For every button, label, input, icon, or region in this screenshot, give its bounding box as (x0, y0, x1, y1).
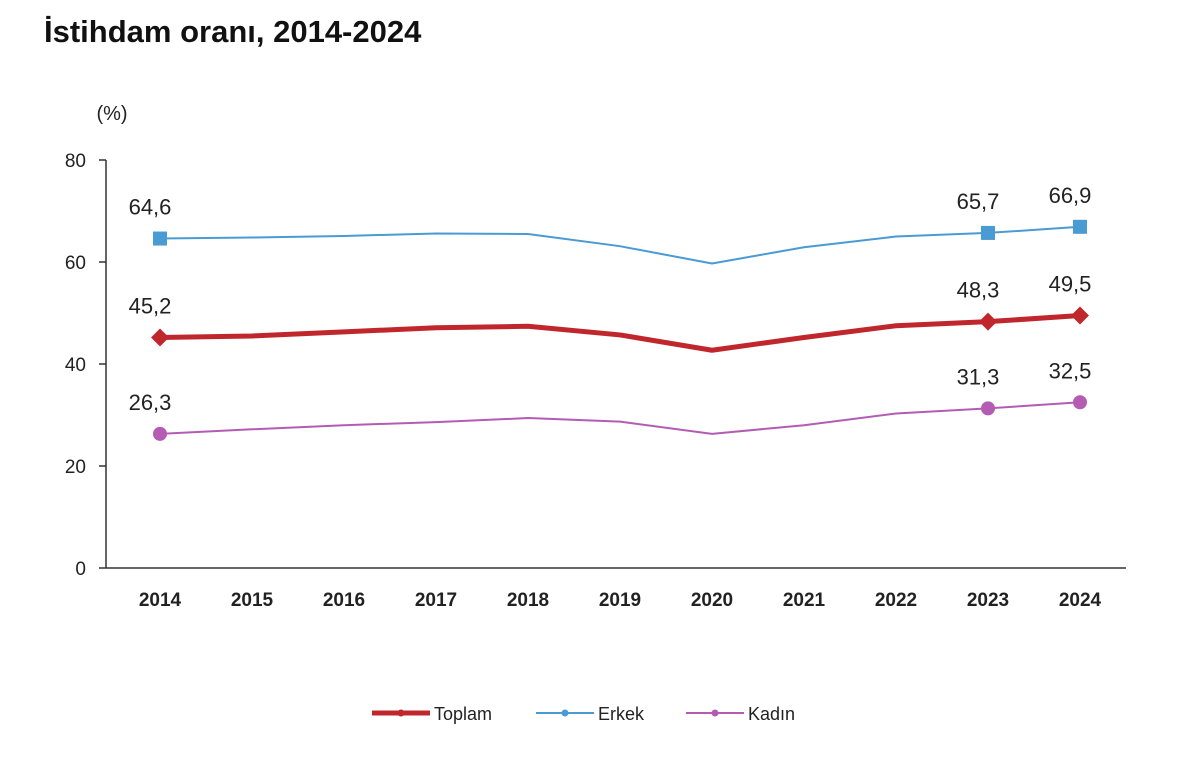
data-label-toplam: 45,2 (129, 293, 172, 318)
y-axis-label: (%) (96, 103, 127, 125)
data-label-erkek: 65,7 (957, 189, 1000, 214)
data-point-erkek (981, 225, 995, 240)
series-line-erkek (159, 225, 1081, 265)
y-tick-label: 60 (65, 253, 86, 274)
legend-marker-erkek (561, 709, 569, 717)
x-tick-label: 2014 (139, 590, 182, 611)
series-line-toplam (159, 313, 1081, 353)
y-tick-label: 20 (65, 457, 86, 478)
y-tick-label: 40 (65, 355, 86, 376)
data-label-erkek: 66,9 (1049, 183, 1092, 208)
x-tick-label: 2015 (231, 590, 274, 611)
data-label-toplam: 48,3 (957, 278, 1000, 303)
data-point-erkek (153, 231, 167, 246)
x-tick-label: 2018 (507, 590, 549, 611)
data-label-toplam: 49,5 (1049, 272, 1092, 297)
x-tick-label: 2017 (415, 590, 457, 611)
data-point-erkek (1073, 219, 1087, 234)
data-point-toplam (979, 312, 997, 331)
series-line-kadin (159, 401, 1081, 435)
x-tick-label: 2019 (599, 590, 641, 611)
legend-marker-kadin (711, 709, 719, 717)
legend-label-erkek: Erkek (598, 704, 645, 724)
data-point-kadin (981, 401, 995, 416)
x-tick-label: 2022 (875, 590, 917, 611)
data-label-kadin: 31,3 (957, 364, 1000, 389)
y-tick-label: 80 (65, 151, 86, 172)
y-tick-label: 0 (75, 559, 86, 580)
data-point-kadin (153, 426, 167, 441)
x-tick-label: 2023 (967, 590, 1009, 611)
data-label-erkek: 64,6 (129, 195, 172, 220)
x-tick-label: 2024 (1059, 590, 1102, 611)
data-point-toplam (151, 328, 169, 347)
legend-label-toplam: Toplam (434, 704, 492, 724)
data-label-kadin: 26,3 (129, 390, 172, 415)
data-point-toplam (1071, 306, 1089, 325)
data-label-kadin: 32,5 (1049, 358, 1092, 383)
x-tick-label: 2016 (323, 590, 365, 611)
legend-marker-toplam (397, 709, 405, 717)
legend-label-kadin: Kadın (748, 704, 795, 724)
chart-title: İstihdam oranı, 2014-2024 (44, 14, 422, 49)
x-tick-label: 2021 (783, 590, 826, 611)
data-point-kadin (1073, 395, 1087, 410)
x-tick-label: 2020 (691, 590, 733, 611)
